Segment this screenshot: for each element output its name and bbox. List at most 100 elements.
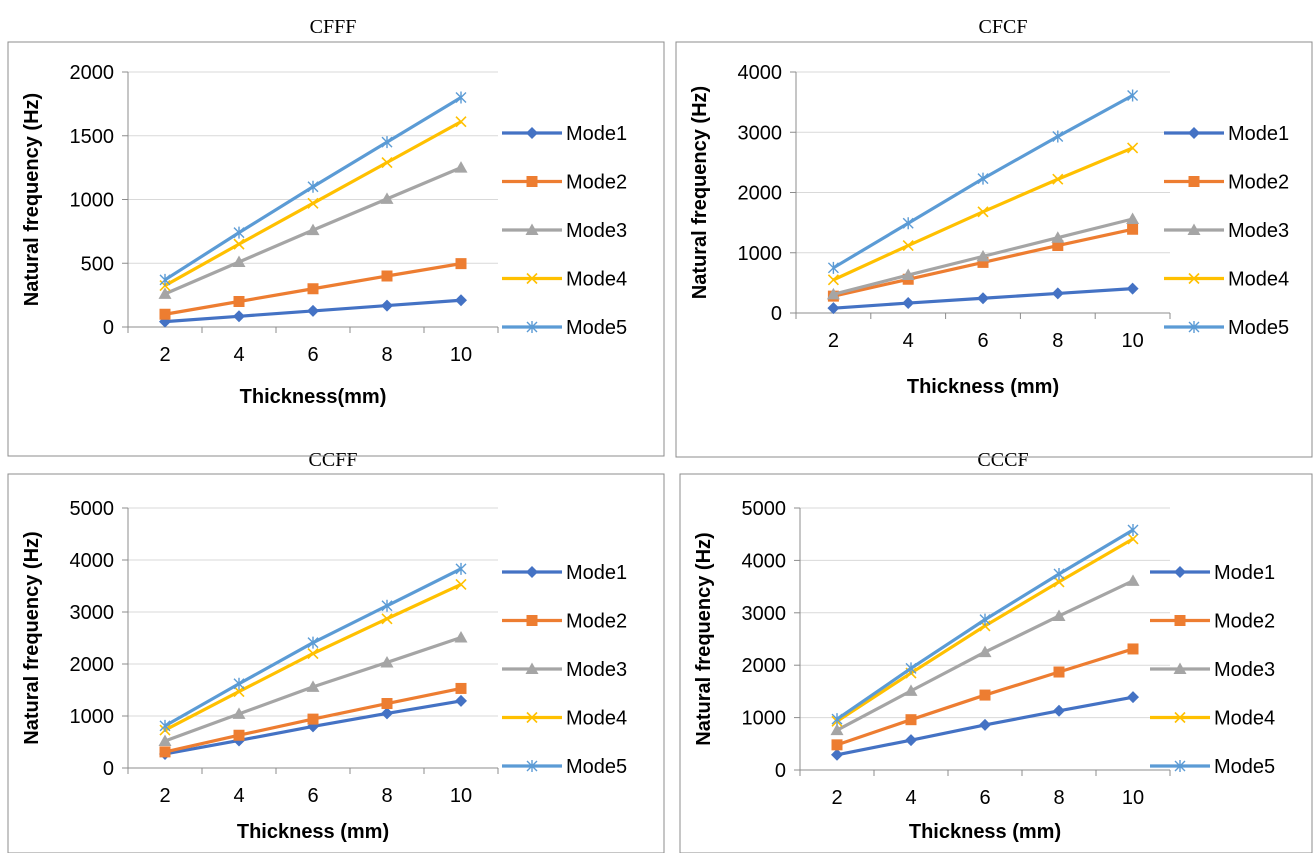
x-tick-label: 8 [381,344,392,366]
data-point-mode5 [381,599,393,612]
data-point-mode5 [455,562,467,575]
y-tick-label: 1000 [70,706,115,728]
data-point-mode1 [307,304,319,317]
x-tick-label: 6 [977,330,988,352]
data-point-mode5 [381,136,393,149]
data-point-mode1 [381,707,393,720]
data-point-mode4 [307,648,319,660]
legend-marker [526,321,538,333]
x-tick-label: 6 [307,785,318,807]
y-axis-title: Natural frequency (Hz) [693,532,715,745]
y-tick-label: 1500 [70,126,115,148]
legend-label: Mode4 [566,708,627,730]
y-tick-label: 2000 [738,183,783,205]
data-point-mode3 [901,268,915,281]
legend-label: Mode1 [566,123,627,145]
data-point-mode2 [381,270,393,282]
data-point-mode1 [1126,282,1139,295]
legend-marker [1187,223,1201,235]
data-point-mode3 [306,223,320,236]
data-point-mode5 [1127,89,1139,102]
data-point-mode1 [902,297,915,310]
legend-label: Mode3 [1214,659,1275,681]
legend-label: Mode2 [1228,172,1289,194]
y-tick-label: 0 [103,758,114,780]
data-point-mode4 [827,274,839,286]
y-axis-title: Natural frequency (Hz) [21,531,43,744]
y-tick-label: 4000 [738,62,783,84]
legend-marker [1188,176,1200,187]
data-point-mode3 [976,249,990,262]
data-point-mode3 [830,723,844,736]
data-point-mode4 [233,238,245,250]
y-tick-label: 1000 [738,243,783,265]
data-point-mode1 [1127,691,1139,704]
data-point-mode2 [1127,223,1139,235]
x-tick-label: 2 [828,330,839,352]
data-point-mode5 [1053,568,1065,581]
y-tick-label: 3000 [738,122,783,144]
y-tick-label: 3000 [70,602,115,624]
y-tick-label: 1000 [742,708,787,730]
data-point-mode5 [827,261,839,274]
data-point-mode2 [159,746,171,758]
data-point-mode5 [159,719,171,732]
x-tick-label: 8 [381,785,392,807]
legend-marker [1188,272,1200,285]
x-tick-label: 4 [233,344,244,366]
legend-label: Mode2 [566,611,627,633]
x-axis-title: Thickness(mm) [240,386,387,408]
data-point-mode3 [978,645,992,658]
data-point-mode3 [454,161,468,173]
legend-marker [1174,566,1186,578]
chart-title-ccff: CCFF [308,449,358,471]
y-axis-title: Natural frequency (Hz) [689,86,711,299]
legend-marker [526,176,538,187]
legend-label: Mode5 [566,317,627,339]
data-point-mode4 [1127,533,1139,545]
x-tick-label: 2 [159,344,170,366]
data-point-mode3 [904,684,918,696]
y-tick-label: 3000 [742,603,787,625]
data-point-mode3 [232,255,246,267]
x-tick-label: 4 [905,787,916,809]
legend-label: Mode4 [566,269,627,291]
data-point-mode5 [159,273,171,286]
data-point-mode4 [977,206,989,218]
legend-label: Mode1 [566,562,627,584]
data-point-mode1 [977,292,989,305]
legend-label: Mode2 [1214,611,1275,633]
data-point-mode5 [902,217,914,230]
chart-2: 0 1000 2000 3000 4000 5000 2 4 6 8 10 Thickness (mm… [7,473,665,853]
data-point-mode5 [977,172,989,185]
legend-label: Mode3 [566,659,627,681]
y-tick-label: 500 [81,253,114,275]
chart-frame [7,41,665,457]
legend-label: Mode5 [566,756,627,778]
data-point-mode2 [159,308,171,320]
x-tick-label: 4 [903,330,914,352]
legend-marker [1173,662,1187,674]
data-point-mode3 [1126,212,1140,225]
data-point-mode2 [1053,666,1065,678]
data-point-mode4 [1127,142,1139,154]
y-tick-label: 0 [775,760,786,782]
legend-marker [1188,321,1200,333]
legend-marker [1174,615,1186,626]
data-point-mode1 [455,694,467,707]
x-tick-label: 10 [1122,787,1144,809]
y-tick-label: 2000 [70,654,115,676]
legend-marker [1174,760,1186,772]
data-point-mode4 [381,613,393,625]
y-tick-label: 5000 [70,498,115,520]
y-tick-label: 4000 [70,550,115,572]
data-point-mode5 [307,180,319,193]
chart-frame [679,473,1313,853]
data-point-mode2 [455,258,467,270]
chart-title-cccf: CCCF [977,449,1029,471]
data-point-mode2 [307,713,319,725]
data-point-mode5 [905,662,917,675]
x-tick-label: 2 [831,787,842,809]
legend-marker [526,272,538,285]
data-point-mode3 [1051,231,1065,243]
